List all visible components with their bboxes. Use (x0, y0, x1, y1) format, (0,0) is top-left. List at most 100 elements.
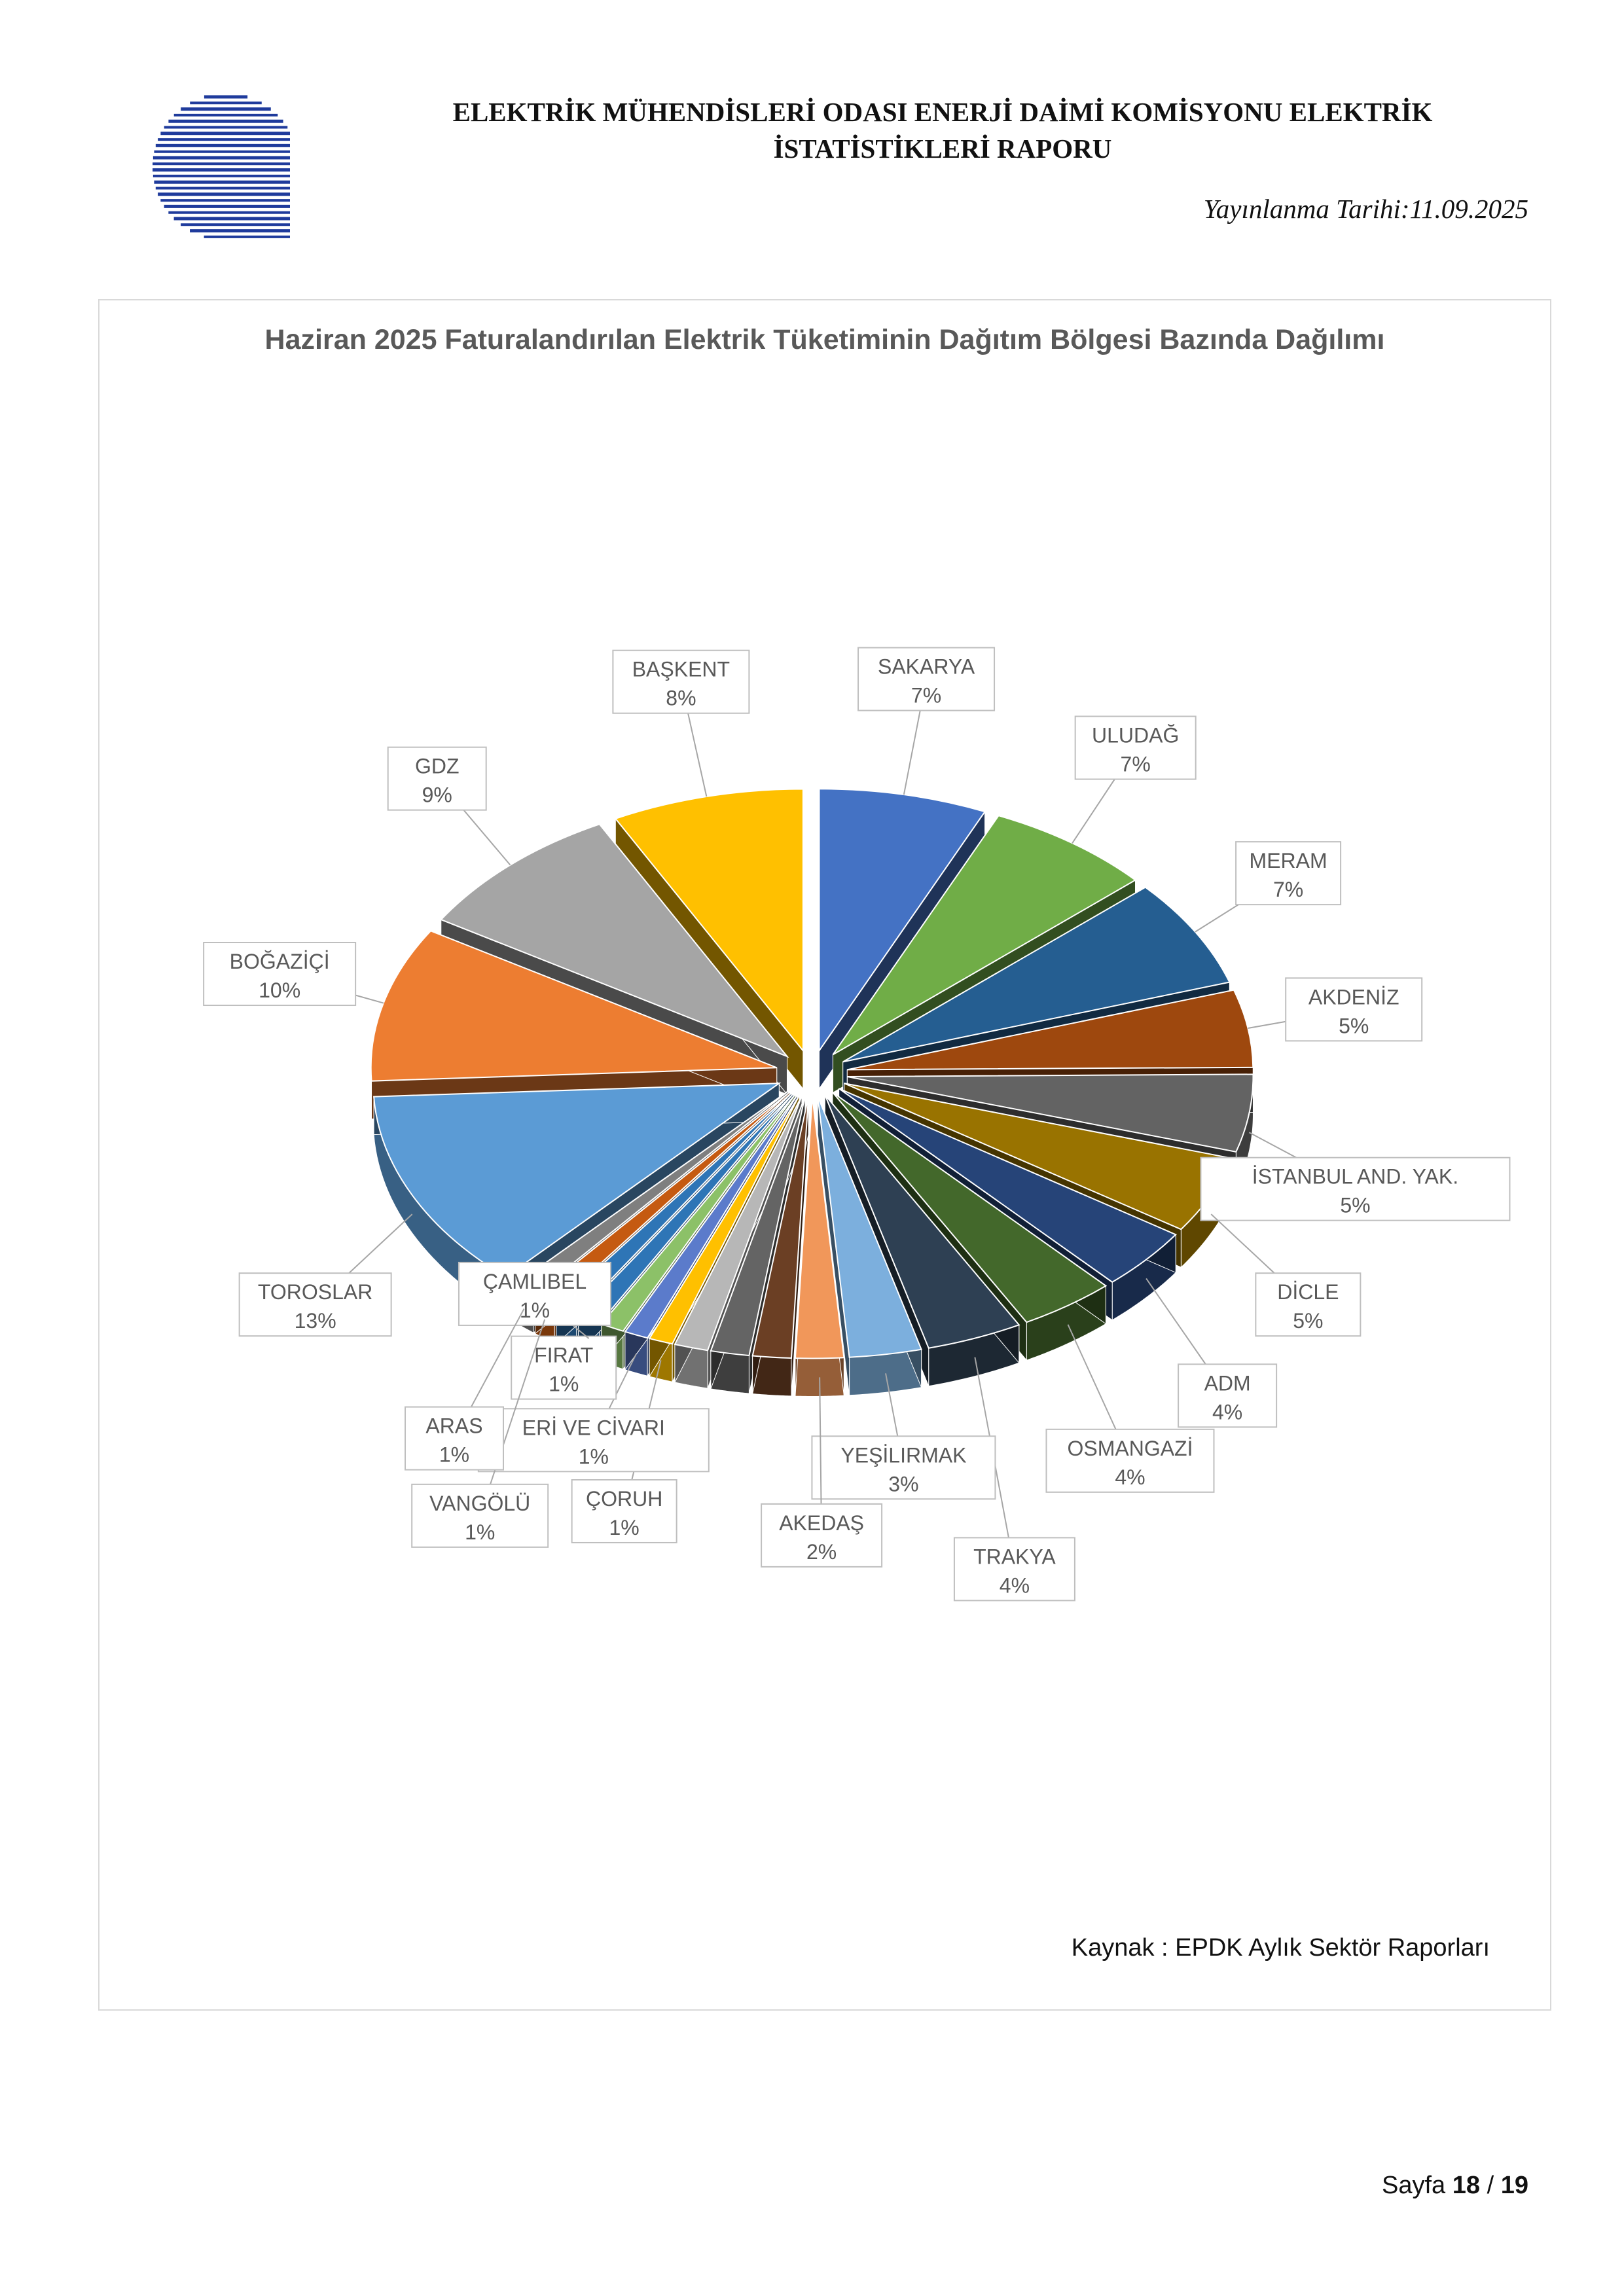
slice-value: 5% (1340, 1194, 1370, 1217)
slice-label: FIRAT (534, 1344, 593, 1367)
slice-value: 3% (888, 1472, 918, 1496)
label-box (1255, 1272, 1362, 1337)
slice-top (440, 823, 789, 1058)
pie-slice (818, 788, 986, 1090)
slice-label: MERAM (1250, 849, 1327, 872)
slice-top (710, 1096, 806, 1357)
slice-label: BOĞAZİÇİ (230, 950, 330, 973)
label-box (1178, 1363, 1278, 1428)
slice-label: BAŞKENT (632, 658, 730, 681)
slice-label: TRAKYA (973, 1545, 1056, 1568)
slice-label: GDZ (415, 755, 460, 778)
slice-top (818, 788, 986, 1053)
page-separator: / (1487, 2172, 1494, 2199)
slice-top (832, 1092, 1108, 1323)
emo-logo (153, 95, 290, 238)
slice-label: ÇAMLIBEL (483, 1270, 586, 1293)
slice-value: 5% (1339, 1014, 1369, 1037)
label-box (612, 649, 750, 714)
slice-value: 1% (549, 1372, 579, 1396)
slice-label: AKDENİZ (1308, 985, 1399, 1009)
label-box (1045, 1428, 1215, 1493)
label-box (857, 647, 996, 711)
slice-value: 1% (465, 1520, 495, 1544)
slice-label: VANGÖLÜ (429, 1492, 530, 1515)
page-number: Sayfa 18 / 19 (1382, 2172, 1528, 2200)
label-box (571, 1479, 677, 1543)
slice-label: YEŞİLIRMAK (840, 1443, 966, 1467)
slice-top (614, 788, 804, 1053)
pie-slice (370, 930, 778, 1120)
label-box (811, 1435, 996, 1500)
slice-value: 7% (1273, 878, 1303, 901)
slice-label: OSMANGAZİ (1067, 1437, 1193, 1460)
slice-value: 9% (422, 783, 452, 807)
slice-value: 1% (439, 1443, 469, 1467)
source-note: Kaynak : EPDK Aylık Sektör Raporları (1071, 1934, 1490, 1962)
slice-label: ULUDAĞ (1092, 724, 1179, 747)
chart-frame (98, 299, 1551, 2011)
slice-label: ARAS (425, 1414, 482, 1438)
slice-top (373, 1083, 782, 1278)
label-box (411, 1483, 549, 1548)
report-title: ELEKTRİK MÜHENDİSLERİ ODASI ENERJİ DAİMİ… (367, 94, 1519, 167)
label-box (238, 1272, 392, 1337)
slice-value: 5% (1293, 1309, 1323, 1333)
slice-label: DİCLE (1277, 1280, 1339, 1304)
slice-value: 7% (911, 684, 941, 708)
slice-label: SAKARYA (878, 655, 975, 679)
slice-value: 13% (295, 1309, 336, 1333)
slice-top (674, 1095, 803, 1352)
slice-label: ÇORUH (586, 1487, 662, 1511)
pie-slice (751, 1096, 810, 1397)
slice-top (847, 989, 1254, 1071)
slice-label: ERİ VE CİVARI (522, 1416, 665, 1439)
slice-value: 7% (1121, 753, 1151, 776)
slice-value: 8% (666, 687, 696, 710)
slice-label: ADM (1204, 1371, 1251, 1395)
data-labels: SAKARYA 7% ULUDAĞ 7% MERAM 7% AKDENİZ 5% İSTANBU… (203, 647, 1511, 1602)
page-prefix: Sayfa (1382, 2172, 1446, 2199)
slice-top (370, 930, 778, 1082)
slice-value: 1% (520, 1299, 550, 1322)
slice-value: 4% (1000, 1573, 1030, 1597)
slice-value: 1% (609, 1516, 640, 1539)
label-box (1285, 977, 1423, 1042)
slice-top (648, 1094, 801, 1345)
slice-value: 4% (1212, 1400, 1242, 1424)
slice-top (817, 1096, 922, 1358)
label-box (953, 1537, 1075, 1602)
label-box (387, 746, 487, 811)
slice-label: İSTANBUL AND. YAK. (1252, 1165, 1458, 1189)
slice-top (624, 1094, 799, 1339)
page-current: 18 (1452, 2172, 1481, 2199)
label-box (404, 1406, 504, 1471)
slice-value: 10% (259, 978, 300, 1002)
pie-slice (794, 1096, 845, 1397)
slice-top (847, 1073, 1254, 1153)
label-box (203, 942, 357, 1007)
label-box (458, 1261, 611, 1326)
chart-title: Haziran 2025 Faturalandırılan Elektrik T… (264, 324, 1385, 355)
slice-top (824, 1094, 1020, 1349)
label-box (1200, 1157, 1511, 1221)
label-box (1074, 715, 1197, 780)
slice-label: AKEDAŞ (779, 1511, 864, 1535)
slice-value: 4% (1115, 1465, 1145, 1489)
slice-value: 1% (579, 1444, 609, 1468)
slice-value: 2% (806, 1540, 837, 1564)
slice-top (794, 1096, 845, 1359)
pie-slice (817, 1096, 922, 1396)
page-total: 19 (1500, 2172, 1528, 2199)
slice-top (842, 886, 1231, 1063)
leader-line (479, 1319, 546, 1516)
slice-top (839, 1088, 1178, 1283)
slice-top (832, 815, 1137, 1056)
report-title-line1: ELEKTRİK MÜHENDİSLERİ ODASI ENERJİ DAİMİ… (452, 97, 1433, 127)
slice-label: TOROSLAR (258, 1280, 372, 1304)
label-box (761, 1503, 883, 1568)
report-title-line2: İSTATİSTİKLERİ RAPORU (773, 134, 1112, 164)
publish-date: Yayınlanma Tarihi:11.09.2025 (1203, 194, 1528, 224)
slice-top (751, 1096, 810, 1359)
